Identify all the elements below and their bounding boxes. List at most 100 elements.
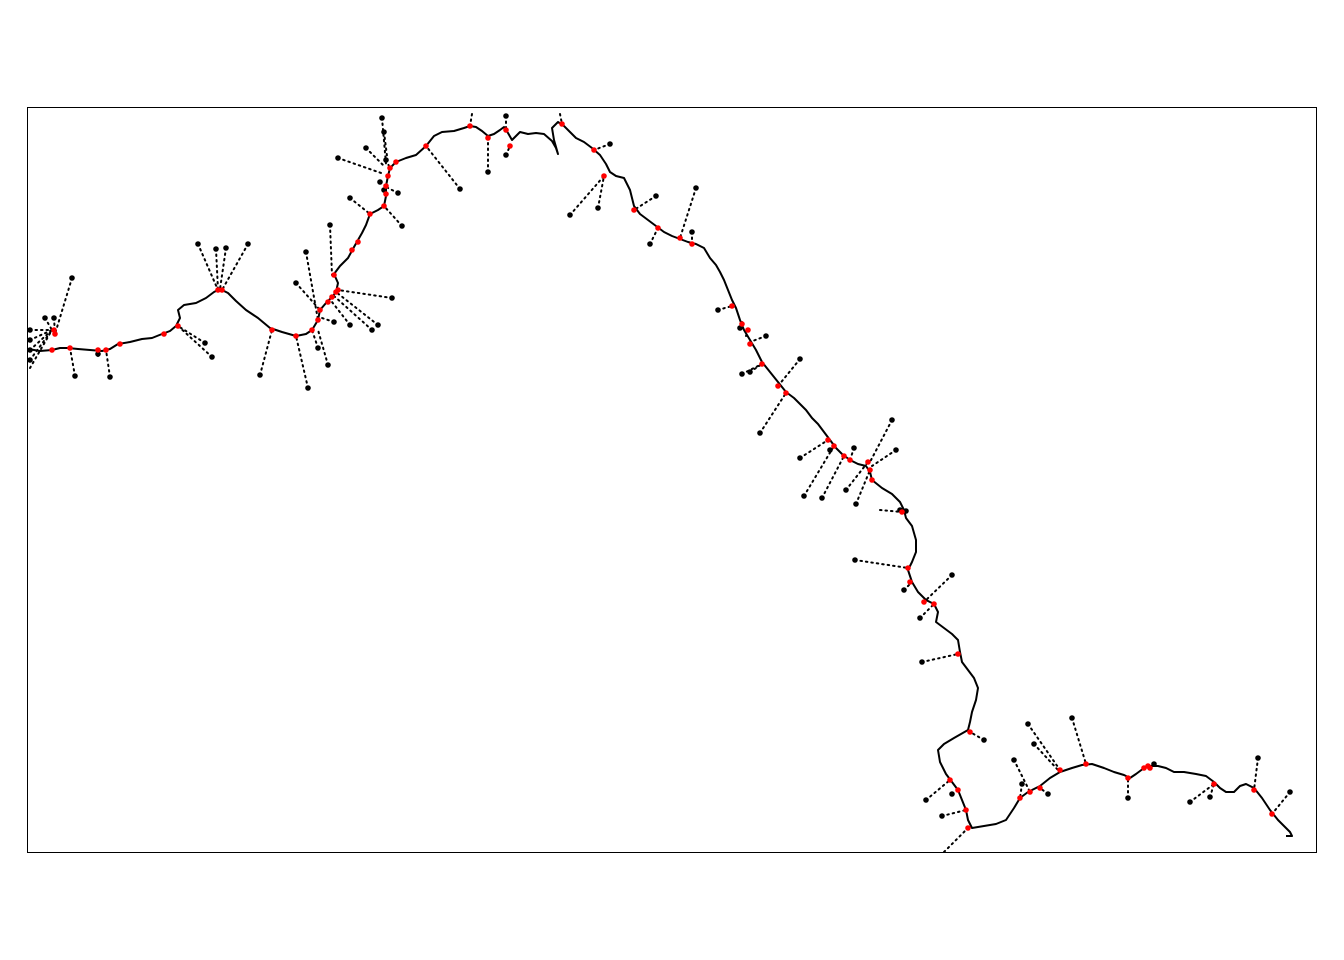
observed-point: [1019, 781, 1025, 787]
snapped-point: [175, 323, 181, 329]
snapped-point: [317, 307, 323, 313]
snapped-point: [921, 599, 927, 605]
observed-point: [1069, 715, 1075, 721]
observed-point: [245, 241, 251, 247]
snapped-point: [1147, 765, 1153, 771]
observed-point: [981, 737, 987, 743]
connector-line: [317, 329, 329, 366]
observed-point: [1011, 757, 1017, 763]
observed-point: [1031, 741, 1037, 747]
observed-point: [315, 345, 321, 351]
connector-line: [365, 147, 385, 167]
snapped-point: [759, 361, 765, 367]
observed-point: [797, 356, 803, 362]
snapped-point: [309, 327, 315, 333]
connector-line: [821, 455, 845, 499]
observed-point: [852, 557, 858, 563]
snapped-point: [905, 565, 911, 571]
connector-line: [597, 175, 605, 209]
snapped-point: [907, 579, 913, 585]
snapped-point: [325, 299, 331, 305]
connector-line: [177, 325, 206, 344]
observed-point: [607, 141, 613, 147]
snapped-point: [1037, 785, 1043, 791]
snapped-point: [601, 173, 607, 179]
observed-point: [51, 315, 57, 321]
connector-line: [759, 392, 787, 434]
observed-point: [363, 145, 369, 151]
observed-point: [347, 195, 353, 201]
observed-point: [383, 157, 389, 163]
snapped-point: [631, 207, 637, 213]
snapped-point: [51, 327, 57, 333]
connector-line: [633, 195, 657, 211]
snapped-point: [215, 287, 221, 293]
connector-line: [925, 779, 951, 801]
connector-line: [1071, 717, 1087, 765]
observed-point: [747, 369, 753, 375]
connector-line: [259, 329, 273, 376]
snapped-point: [383, 191, 389, 197]
connector-line: [845, 461, 869, 491]
snapped-point: [293, 333, 299, 339]
observed-point: [331, 319, 337, 325]
observed-point: [797, 455, 803, 461]
snapped-point: [349, 247, 355, 253]
observed-point: [595, 205, 601, 211]
snapped-point: [955, 787, 961, 793]
connector-line: [854, 559, 909, 569]
observed-point: [389, 295, 395, 301]
snapped-point: [385, 173, 391, 179]
observed-point: [689, 229, 695, 235]
observed-point: [939, 813, 945, 819]
connector-line: [679, 187, 697, 239]
connector-line: [29, 329, 53, 361]
observed-point: [303, 249, 309, 255]
snapped-point: [503, 127, 509, 133]
observed-point: [107, 374, 113, 380]
snapped-point: [467, 123, 473, 129]
snapped-point: [367, 211, 373, 217]
observed-point: [1207, 794, 1213, 800]
connector-line: [569, 175, 605, 216]
snapped-point: [747, 341, 753, 347]
connector-line: [311, 329, 319, 349]
observed-point: [195, 241, 201, 247]
snapped-point: [95, 347, 101, 353]
snapped-point: [869, 477, 875, 483]
connector-line: [177, 325, 213, 358]
connector-line: [1033, 743, 1059, 771]
observed-point: [27, 337, 33, 343]
snapped-point: [841, 453, 847, 459]
snapped-point: [745, 327, 751, 333]
observed-point: [757, 430, 763, 436]
snapped-point: [315, 317, 321, 323]
observed-point: [653, 193, 659, 199]
snapped-point: [931, 601, 937, 607]
observed-point: [1255, 755, 1261, 761]
observed-point: [851, 445, 857, 451]
observed-point: [949, 572, 955, 578]
observed-point: [893, 447, 899, 453]
connector-line: [425, 145, 461, 190]
observed-point: [42, 315, 48, 321]
observed-point: [853, 501, 859, 507]
connector-line: [349, 197, 371, 215]
observed-point: [923, 797, 929, 803]
connector-line: [921, 653, 959, 663]
snapped-point: [831, 443, 837, 449]
observed-point: [369, 327, 375, 333]
observed-point: [72, 373, 78, 379]
observed-point: [27, 327, 33, 333]
snapped-point: [335, 287, 341, 293]
observed-point: [801, 493, 807, 499]
snapped-point: [1211, 781, 1217, 787]
connector-line: [1013, 759, 1031, 793]
observed-point: [1151, 761, 1157, 767]
observed-point: [327, 222, 333, 228]
connector-line: [29, 329, 53, 341]
plot-frame: [27, 107, 1317, 853]
connector-line: [69, 347, 76, 377]
connector-line: [1253, 757, 1259, 791]
observed-point: [1045, 791, 1051, 797]
